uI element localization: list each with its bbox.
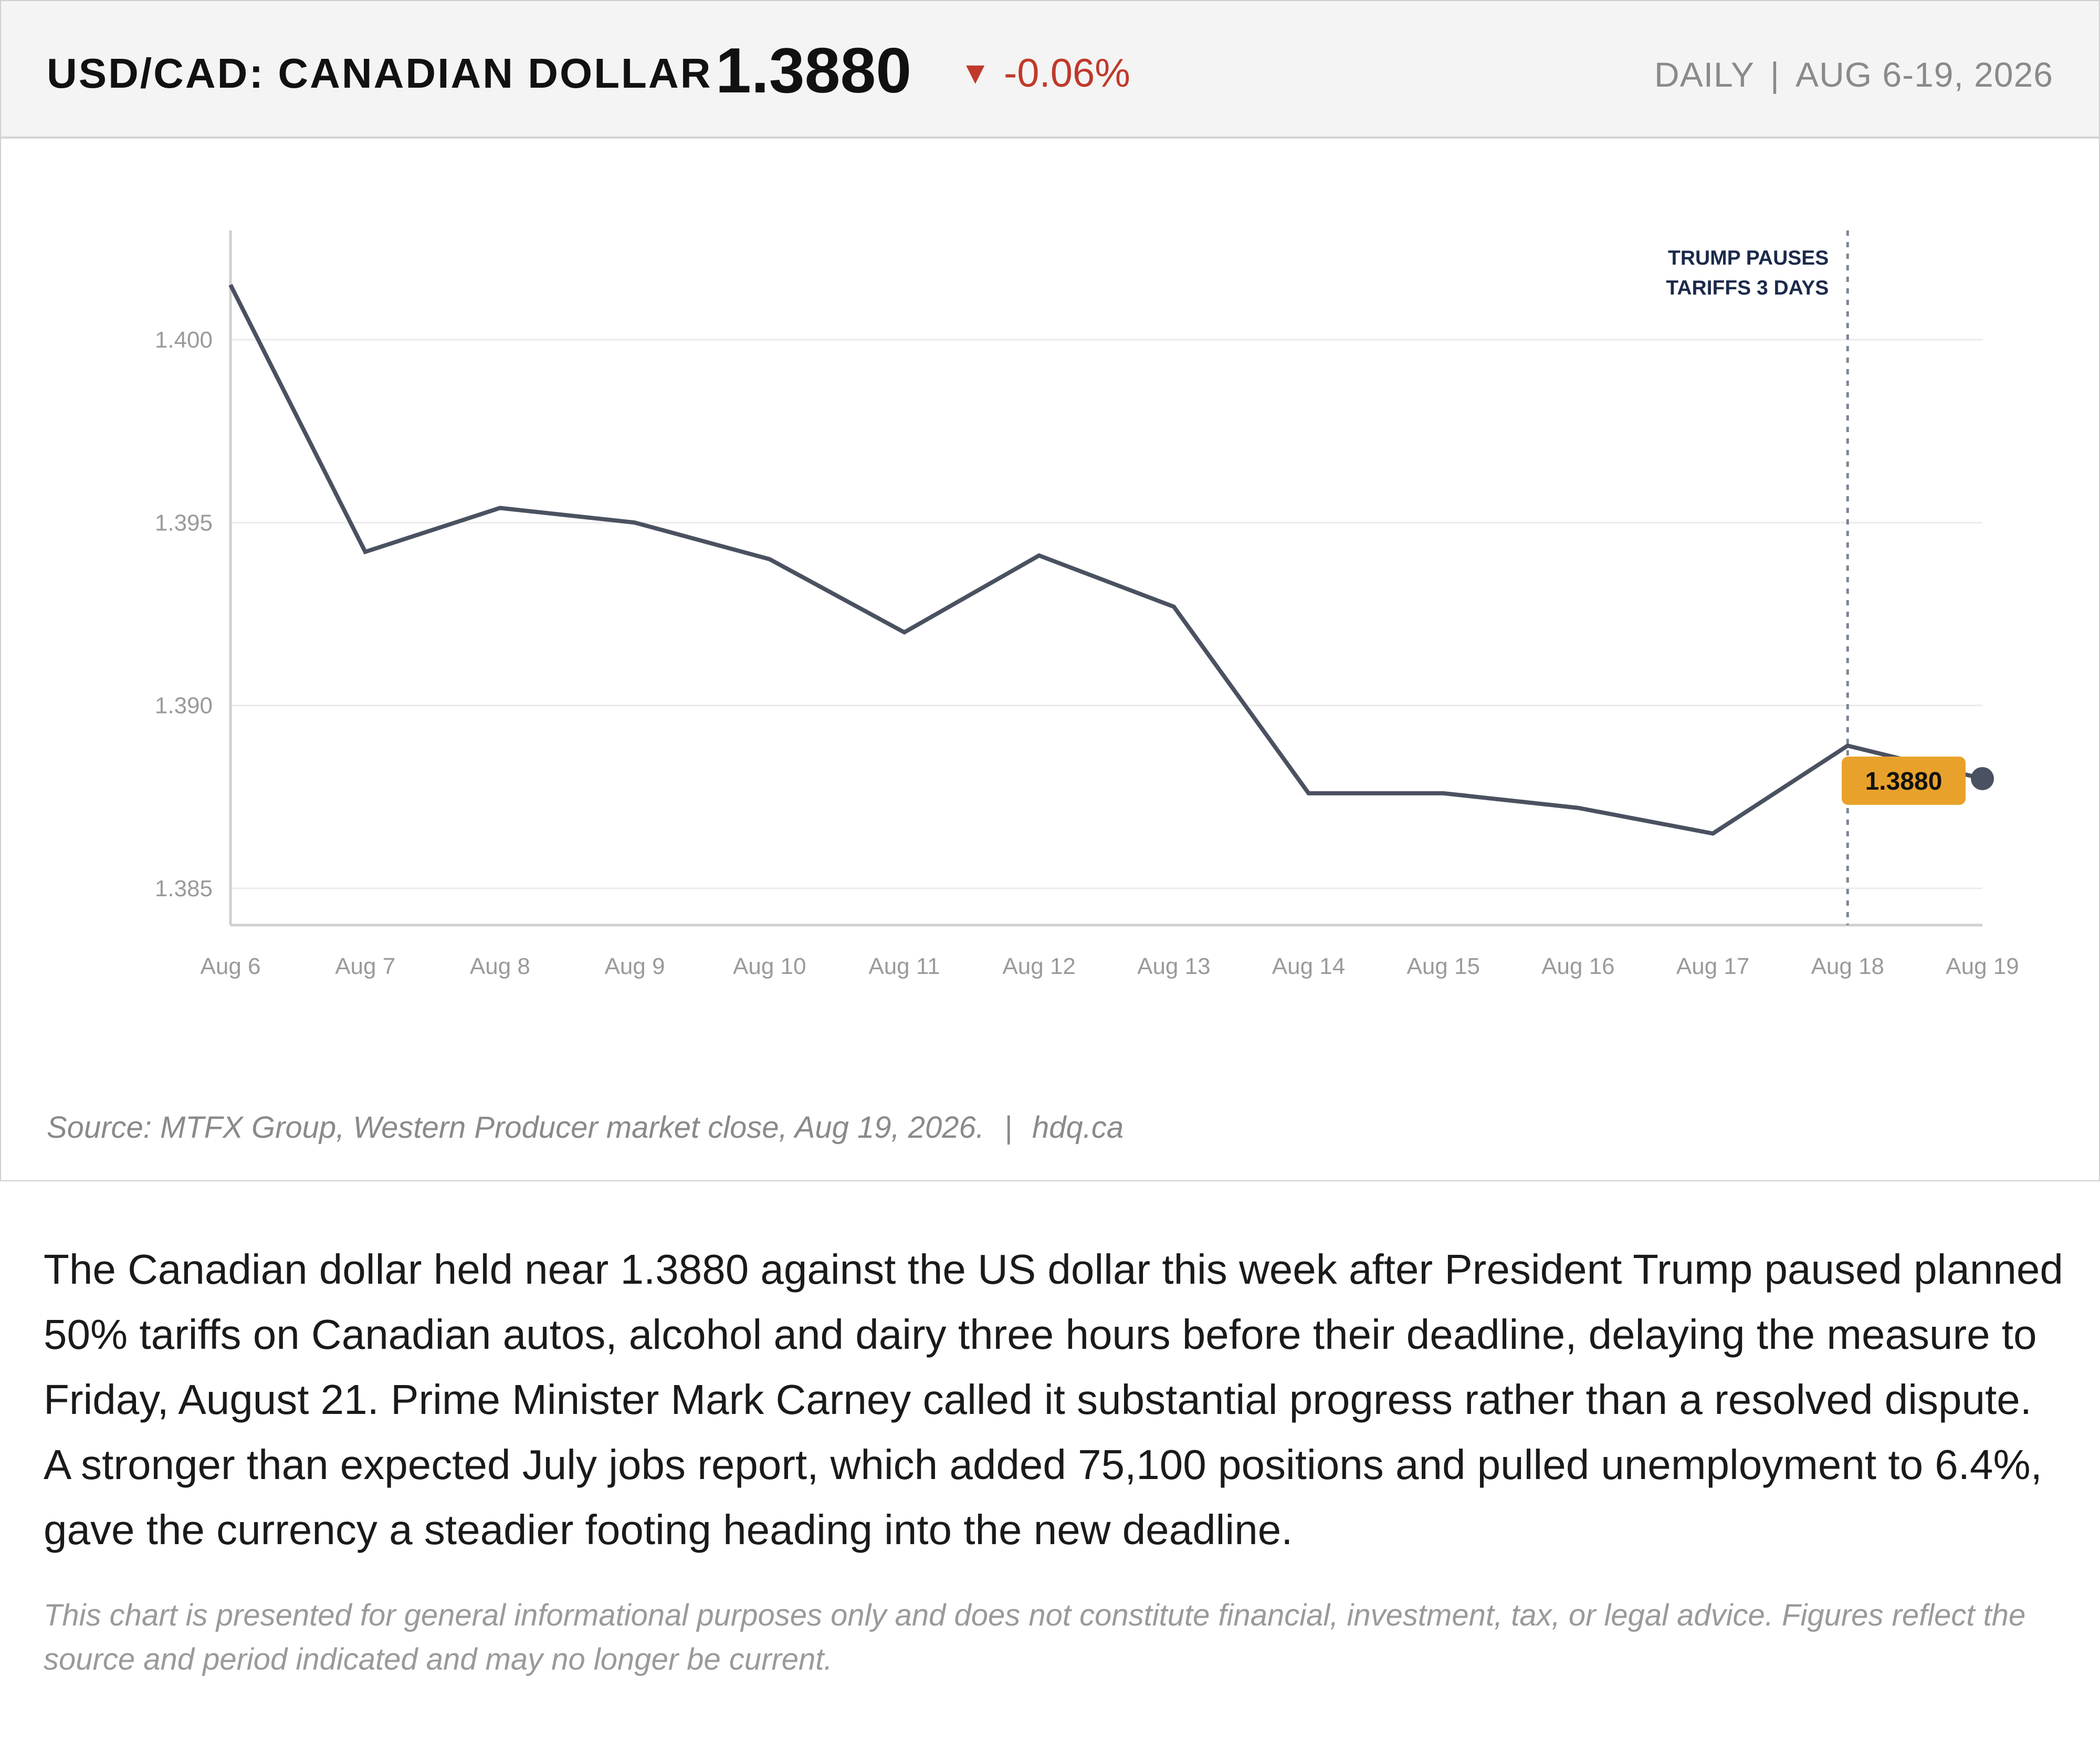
- x-tick-label: Aug 11: [868, 953, 940, 979]
- last-value-badge: [1842, 757, 1966, 805]
- annotation-text: TARIFFS 3 DAYS: [1666, 277, 1829, 299]
- chart-card: USD/CAD: CANADIAN DOLLAR 1.3880 ▼ -0.06%…: [0, 0, 2100, 1181]
- x-tick-label: Aug 10: [733, 953, 806, 979]
- x-tick-label: Aug 12: [1002, 953, 1075, 979]
- period-separator: |: [1770, 55, 1780, 94]
- x-tick-label: Aug 14: [1272, 953, 1345, 979]
- last-value-group: 1.3880: [1842, 757, 1994, 805]
- source-note: Source: MTFX Group, Western Producer mar…: [47, 1110, 1124, 1145]
- last-value-marker: [1971, 767, 1994, 790]
- x-axis-ticks: Aug 6 Aug 7 Aug 8 Aug 9 Aug 10 Aug 11 Aug 12 Au…: [201, 953, 2019, 979]
- frequency-label: DAILY: [1654, 55, 1755, 94]
- pair-title: USD/CAD: CANADIAN DOLLAR: [47, 50, 712, 97]
- y-axis-ticks: 1.385 1.390 1.395 1.400: [155, 327, 213, 901]
- x-tick-label: Aug 17: [1676, 953, 1749, 979]
- chart-header: USD/CAD: CANADIAN DOLLAR 1.3880 ▼ -0.06%…: [1, 1, 2099, 139]
- x-tick-label: Aug 13: [1137, 953, 1210, 979]
- period-label: DAILY | AUG 6-19, 2026: [1654, 55, 2053, 95]
- y-tick-label: 1.390: [155, 693, 213, 719]
- last-value-label: 1.3880: [1865, 768, 1942, 795]
- x-tick-label: Aug 6: [201, 953, 261, 979]
- x-tick-label: Aug 7: [335, 953, 395, 979]
- source-separator: |: [1004, 1110, 1012, 1145]
- date-range-label: AUG 6-19, 2026: [1796, 55, 2053, 94]
- source-site[interactable]: hdq.ca: [1032, 1110, 1124, 1145]
- down-arrow-icon: ▼: [960, 55, 991, 90]
- annotation-text: TRUMP PAUSES: [1668, 247, 1829, 269]
- y-tick-label: 1.385: [155, 876, 213, 901]
- change-percent: -0.06%: [1004, 51, 1130, 96]
- x-tick-label: Aug 18: [1811, 953, 1884, 979]
- source-text: Source: MTFX Group, Western Producer mar…: [47, 1110, 984, 1145]
- rate-value: 1.3880: [716, 35, 912, 106]
- grid-lines: [230, 339, 1982, 889]
- x-tick-label: Aug 9: [605, 953, 665, 979]
- y-tick-label: 1.400: [155, 327, 213, 353]
- y-tick-label: 1.395: [155, 510, 213, 536]
- x-tick-label: Aug 15: [1406, 953, 1479, 979]
- disclaimer-text: This chart is presented for general info…: [44, 1598, 2026, 1676]
- series-line: [228, 284, 1983, 836]
- x-tick-label: Aug 8: [470, 953, 530, 979]
- x-tick-label: Aug 19: [1946, 953, 2019, 979]
- annotation-group: TRUMP PAUSES TARIFFS 3 DAYS: [1666, 230, 1849, 925]
- article-paragraph: The Canadian dollar held near 1.3880 aga…: [44, 1246, 2063, 1553]
- series-group: [228, 284, 1983, 836]
- x-tick-label: Aug 16: [1541, 953, 1614, 979]
